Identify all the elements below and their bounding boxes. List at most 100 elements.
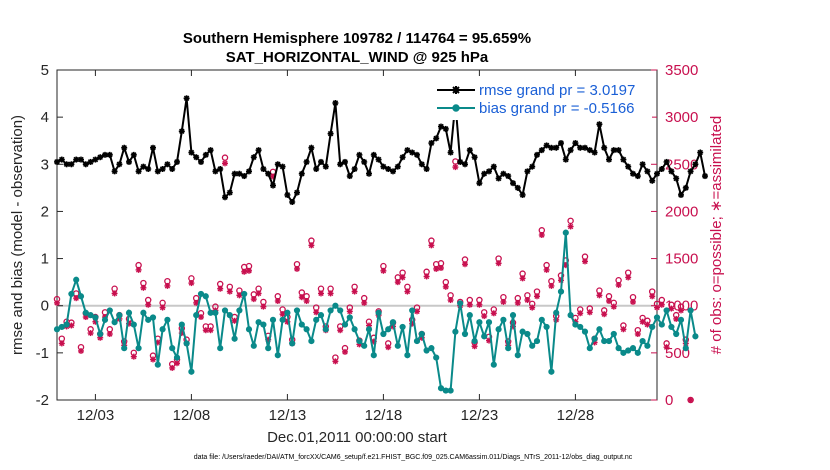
rmse-point [289, 199, 296, 205]
rmse-point-stroke [423, 166, 430, 172]
rmse-point-stroke [668, 168, 675, 175]
rmse-point-stroke [126, 159, 132, 165]
obs-assimilated-marker [529, 304, 536, 311]
obs-assimilated-stroke [251, 296, 257, 302]
rmse-point [97, 154, 104, 161]
rmse-point [332, 100, 339, 106]
rmse-point [486, 168, 492, 175]
rmse-point-stroke [150, 145, 156, 151]
bias-point [322, 326, 329, 333]
bias-point [178, 321, 185, 328]
rmse-point-stroke [140, 163, 147, 170]
obs-assimilated-marker [236, 292, 243, 299]
rmse-point-stroke [659, 166, 665, 172]
rmse-point-stroke [361, 159, 367, 165]
bias-point [82, 309, 89, 316]
obs-assimilated-stroke [68, 322, 75, 329]
obs-assimilated-marker [380, 267, 387, 274]
rmse-point-stroke [188, 149, 195, 156]
rmse-point-stroke [193, 154, 199, 160]
rmse-point [543, 142, 550, 149]
rmse-point [697, 149, 704, 156]
rmse-point [188, 149, 195, 156]
bias-point [149, 314, 157, 321]
bias-point [644, 342, 651, 349]
obs-assimilated-stroke [231, 318, 238, 324]
rmse-point-stroke [683, 185, 689, 191]
rmse-point-stroke [678, 192, 684, 198]
rmse-point-stroke [611, 147, 617, 153]
obs-assimilated-stroke [596, 292, 603, 299]
bias-point [533, 337, 541, 345]
rmse-point-stroke [515, 185, 521, 191]
obs-assimilated-marker [342, 348, 348, 355]
y-left-tick-label: 2 [41, 203, 49, 220]
rmse-point-stroke [702, 173, 708, 179]
bias-point [58, 323, 65, 331]
obs-assimilated-stroke [217, 286, 223, 292]
rmse-point [582, 144, 588, 151]
rmse-point-stroke [548, 145, 555, 151]
rmse-point-stroke [155, 168, 161, 175]
rmse-point-stroke [654, 170, 660, 177]
bias-point [385, 326, 392, 333]
bias-point [514, 352, 521, 359]
rmse-point-stroke [486, 168, 492, 175]
rmse-point [385, 166, 392, 172]
rmse-point-stroke [107, 152, 113, 158]
obs-assimilated-stroke [395, 279, 401, 285]
obs-assimilated-marker [423, 273, 430, 280]
rmse-point [471, 154, 478, 161]
rmse-point-stroke [303, 159, 310, 165]
bias-point [605, 337, 613, 345]
rmse-point-stroke [159, 166, 166, 172]
rmse-point-stroke [635, 173, 641, 179]
legend-bias-marker [452, 104, 460, 112]
obs-assimilated-marker [87, 330, 94, 337]
rmse-point-stroke [73, 156, 79, 163]
rmse-point [404, 147, 411, 154]
rmse-point [558, 140, 564, 147]
bias-point [260, 321, 267, 328]
obs-assimilated-stroke [59, 340, 65, 347]
obs-assimilated-marker [586, 309, 593, 316]
obs-assimilated-stroke [342, 349, 348, 355]
obs-assimilated-marker [169, 364, 176, 371]
bias-point [625, 347, 632, 354]
rmse-point-stroke [332, 100, 339, 106]
bias-point [346, 314, 353, 321]
rmse-point [284, 191, 291, 198]
chart-title-line2: SAT_HORIZONTAL_WIND @ 925 hPa [226, 49, 489, 66]
rmse-point-stroke [467, 147, 473, 153]
rmse-point-stroke [289, 199, 295, 205]
y-left-tick-label: -2 [36, 392, 49, 409]
obs-assimilated-stroke [111, 290, 118, 297]
obs-assimilated-marker [514, 299, 521, 306]
rmse-point [145, 166, 152, 172]
bias-point [461, 330, 469, 338]
rmse-point-stroke [78, 156, 84, 163]
obs-assimilated-stroke [174, 360, 180, 366]
obs-assimilated-marker [222, 160, 228, 167]
bias-point [188, 368, 195, 375]
obs-assimilated-marker [433, 265, 440, 272]
bias-point [116, 312, 123, 319]
obs-assimilated-marker [596, 292, 603, 299]
obs-assimilated-marker [524, 297, 531, 304]
rmse-point [78, 156, 84, 163]
obs-assimilated-stroke [385, 344, 391, 350]
rmse-point-stroke [217, 166, 223, 172]
obs-assimilated-marker [332, 358, 339, 365]
rmse-point [668, 168, 675, 175]
rmse-point [279, 163, 286, 170]
bias-point [581, 328, 589, 335]
obs-assimilated-stroke [567, 223, 574, 230]
rmse-point [630, 170, 636, 177]
rmse-point-stroke [491, 163, 497, 170]
rmse-point [591, 149, 598, 156]
obs-assimilated-stroke [476, 302, 483, 308]
obs-assimilated-stroke [299, 294, 305, 300]
obs-assimilated-marker [260, 303, 267, 310]
obs-assimilated-marker [73, 295, 80, 302]
legend-rmse-label: rmse grand pr = 3.0197 [479, 82, 635, 99]
